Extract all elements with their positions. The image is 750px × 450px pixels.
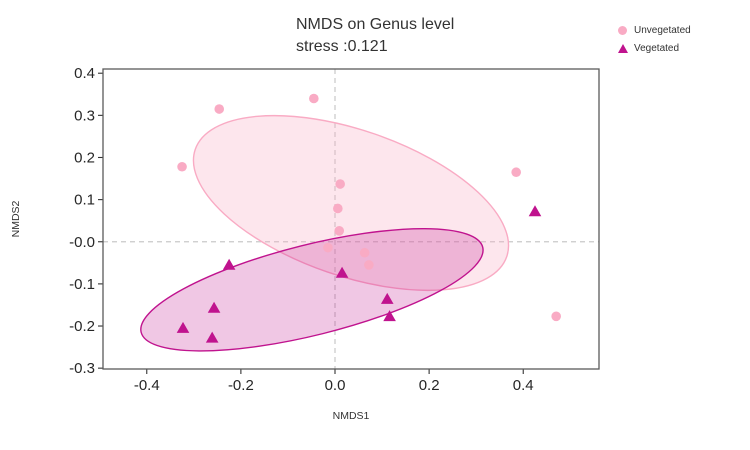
- legend-label: Unvegetated: [634, 24, 691, 36]
- x-axis-tick-label: -0.2: [228, 377, 254, 394]
- plot-title: NMDS on Genus level stress :0.121: [296, 14, 454, 57]
- data-point-unvegetated: [334, 225, 345, 236]
- y-axis-tick-label: 0.4: [74, 65, 95, 82]
- x-axis-tick-label: 0.2: [419, 377, 440, 394]
- confidence-ellipse-vegetated: [140, 227, 484, 352]
- data-point-unvegetated: [323, 242, 333, 253]
- x-axis-tick-label: 0.0: [325, 377, 346, 394]
- data-point-unvegetated: [511, 167, 521, 178]
- panel-border: [102, 68, 600, 370]
- data-point-unvegetated: [333, 203, 343, 214]
- data-point-vegetated: [222, 258, 236, 270]
- data-point-unvegetated: [177, 161, 187, 172]
- data-point-unvegetated: [364, 260, 374, 270]
- plot-title-line: NMDS on Genus level: [296, 16, 455, 33]
- data-point-unvegetated: [551, 311, 561, 322]
- legend-item-unvegetated: Unvegetated: [618, 23, 691, 37]
- y-axis-tick-label: 0.3: [74, 107, 95, 124]
- x-axis-title: NMDS1: [333, 410, 370, 422]
- data-point-vegetated: [207, 301, 221, 313]
- legend: Unvegetated Vegetated: [618, 23, 691, 55]
- y-axis-tick-label: 0.2: [74, 149, 95, 166]
- y-axis-tick-label: -0.3: [69, 360, 95, 377]
- y-axis-title: NMDS2: [10, 200, 22, 237]
- data-point-unvegetated: [309, 93, 319, 104]
- data-point-vegetated: [528, 205, 542, 217]
- data-point-unvegetated: [359, 247, 370, 258]
- data-point-vegetated: [383, 310, 396, 322]
- x-axis-tick-label: -0.4: [134, 377, 160, 394]
- plot-subtitle-stress: stress :0.121: [296, 37, 388, 55]
- y-axis-tick-label: -0.0: [69, 234, 95, 251]
- legend-item-vegetated: Vegetated: [618, 41, 691, 55]
- y-axis-tick-label: 0.1: [74, 192, 95, 209]
- data-point-unvegetated: [214, 104, 225, 114]
- data-point-vegetated: [380, 292, 394, 304]
- data-point-vegetated: [205, 331, 219, 343]
- data-point-vegetated: [335, 266, 349, 278]
- x-axis-tick-label: 0.4: [513, 377, 534, 394]
- data-point-unvegetated: [335, 179, 345, 189]
- panel-background: [103, 69, 599, 369]
- legend-triangle-icon: [618, 43, 632, 53]
- y-axis-tick-label: -0.1: [69, 276, 95, 293]
- y-axis-tick-label: -0.2: [69, 318, 95, 335]
- legend-label: Vegetated: [634, 42, 680, 54]
- data-point-vegetated: [176, 321, 190, 333]
- confidence-ellipse-unvegetated: [192, 114, 510, 292]
- legend-circle-icon: [618, 25, 632, 35]
